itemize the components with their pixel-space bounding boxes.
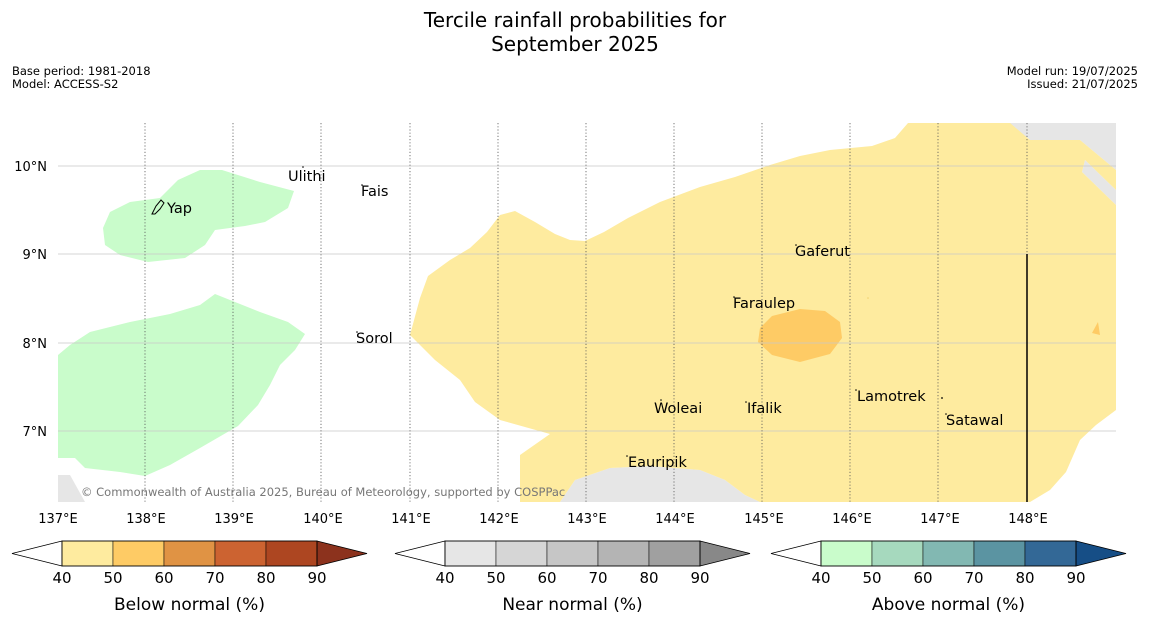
- below-normal-colorbar-tick-label: 90: [307, 569, 326, 587]
- above-normal-area-sorol: [58, 294, 305, 476]
- near-normal-colorbar: 40 50 60 70 80 90 Near normal (%): [394, 540, 751, 615]
- above-normal-colorbar-segment: [871, 540, 924, 567]
- lat-label-7n: 7°N: [23, 425, 48, 440]
- lon-label-137e: 137°E: [38, 512, 78, 527]
- latitude-gridlines: [58, 165, 1116, 432]
- above-normal-colorbar-segment: [973, 540, 1026, 567]
- lon-label-140e: 140°E: [303, 512, 343, 527]
- near-normal-colorbar-segment: [546, 540, 599, 567]
- near-normal-colorbar-high-extension: [699, 540, 751, 567]
- near-normal-colorbar-segment: [495, 540, 548, 567]
- near-normal-colorbar-tick-label: 50: [486, 569, 505, 587]
- above-normal-colorbar-segment: [922, 540, 975, 567]
- base-period-text: Base period: 1981-2018: [12, 64, 151, 78]
- title-line-2: September 2025: [491, 32, 659, 56]
- lon-label-146e: 146°E: [832, 512, 872, 527]
- model-info: Base period: 1981-2018 Model: ACCESS-S2: [12, 65, 151, 91]
- below-normal-colorbar-tick-label: 50: [103, 569, 122, 587]
- place-label-eauripik: Eauripik: [628, 455, 687, 471]
- lon-label-142e: 142°E: [479, 512, 519, 527]
- place-label-ifalik: Ifalik: [747, 401, 782, 417]
- title-line-1: Tercile rainfall probabilities for: [423, 8, 727, 32]
- below-normal-colorbar-segment: [214, 540, 267, 567]
- lat-label-8n: 8°N: [23, 337, 48, 352]
- lon-label-138e: 138°E: [126, 512, 166, 527]
- place-label-sorol: Sorol: [356, 331, 393, 347]
- run-info: Model run: 19/07/2025 Issued: 21/07/2025: [1007, 65, 1138, 91]
- below-normal-colorbar-tick-label: 70: [205, 569, 224, 587]
- below-normal-colorbar-tick-label: 60: [154, 569, 173, 587]
- near-normal-colorbar-low-extension: [394, 540, 446, 567]
- issued-text: Issued: 21/07/2025: [1027, 77, 1138, 91]
- lon-label-141e: 141°E: [391, 512, 431, 527]
- above-normal-colorbar-tick-label: 70: [964, 569, 983, 587]
- place-label-fais: Fais: [361, 184, 388, 200]
- above-normal-colorbar-label: Above normal (%): [872, 595, 1025, 615]
- below-normal-speck-east: [1092, 322, 1100, 335]
- place-label-woleai: Woleai: [654, 401, 702, 417]
- place-label-gaferut: Gaferut: [795, 244, 850, 260]
- near-normal-colorbar-segment: [648, 540, 701, 567]
- near-normal-colorbar-tick-label: 80: [639, 569, 658, 587]
- below-normal-area-main: [410, 123, 1116, 502]
- near-normal-colorbar-tick-label: 40: [435, 569, 454, 587]
- near-normal-area-sw: [58, 475, 85, 502]
- below-normal-colorbar-segment: [61, 540, 114, 567]
- copyright-text: © Commonwealth of Australia 2025, Bureau…: [81, 485, 565, 499]
- below-normal-colorbar-tick-label: 80: [256, 569, 275, 587]
- above-normal-colorbar-segment: [820, 540, 873, 567]
- lon-label-143e: 143°E: [567, 512, 607, 527]
- near-normal-colorbar-segment: [444, 540, 497, 567]
- above-normal-area-yap: [103, 170, 294, 262]
- lon-label-144e: 144°E: [655, 512, 695, 527]
- above-normal-colorbar-segment: [1024, 540, 1077, 567]
- lon-label-139e: 139°E: [214, 512, 254, 527]
- place-label-satawal: Satawal: [946, 413, 1003, 429]
- near-normal-area-ne: [1008, 123, 1116, 205]
- near-normal-colorbar-tick-label: 70: [588, 569, 607, 587]
- near-normal-colorbar-label: Near normal (%): [502, 595, 642, 615]
- above-normal-colorbar-high-extension: [1075, 540, 1127, 567]
- map-area: Ulithi Fais Yap Gaferut Faraulep Sorol L…: [58, 123, 1116, 502]
- below-normal-colorbar-high-extension: [316, 540, 368, 567]
- above-normal-colorbar-low-extension: [770, 540, 822, 567]
- place-label-faraulep: Faraulep: [733, 296, 795, 312]
- near-normal-colorbar-segment: [597, 540, 650, 567]
- lon-label-145e: 145°E: [744, 512, 784, 527]
- below-normal-colorbar-low-extension: [11, 540, 63, 567]
- below-normal-colorbar-segment: [112, 540, 165, 567]
- model-text: Model: ACCESS-S2: [12, 77, 119, 91]
- below-normal-colorbar: 40 50 60 70 80 90 Below normal (%): [11, 540, 368, 615]
- place-label-lamotrek: Lamotrek: [857, 389, 926, 405]
- above-normal-colorbar-tick-label: 50: [862, 569, 881, 587]
- lat-label-10n: 10°N: [14, 160, 47, 175]
- above-normal-colorbar-tick-label: 80: [1015, 569, 1034, 587]
- yap-island-outline: [151, 199, 165, 215]
- below-normal-colorbar-segment: [265, 540, 318, 567]
- below-normal-colorbar-tick-label: 40: [52, 569, 71, 587]
- above-normal-colorbar: 40 50 60 70 80 90 Above normal (%): [770, 540, 1127, 615]
- model-run-text: Model run: 19/07/2025: [1006, 64, 1138, 78]
- below-normal-colorbar-segment: [163, 540, 216, 567]
- lon-label-148e: 148°E: [1008, 512, 1048, 527]
- above-normal-colorbar-tick-label: 90: [1066, 569, 1085, 587]
- map-title: Tercile rainfall probabilities for Septe…: [0, 8, 1150, 56]
- above-normal-colorbar-tick-label: 60: [913, 569, 932, 587]
- colorbar-legends: 40 50 60 70 80 90 Below normal (%) 40 50 60 70 80 90…: [11, 540, 1127, 615]
- near-normal-colorbar-tick-label: 90: [690, 569, 709, 587]
- below-normal-area-faraulep: [758, 309, 842, 362]
- island-markers: [151, 166, 947, 457]
- below-normal-colorbar-label: Below normal (%): [114, 595, 265, 615]
- place-label-ulithi: Ulithi: [288, 169, 326, 185]
- lat-label-9n: 9°N: [23, 248, 48, 263]
- lon-label-147e: 147°E: [920, 512, 960, 527]
- near-normal-area-south: [560, 466, 760, 502]
- near-normal-colorbar-tick-label: 60: [537, 569, 556, 587]
- above-normal-colorbar-tick-label: 40: [811, 569, 830, 587]
- place-label-yap: Yap: [166, 201, 192, 217]
